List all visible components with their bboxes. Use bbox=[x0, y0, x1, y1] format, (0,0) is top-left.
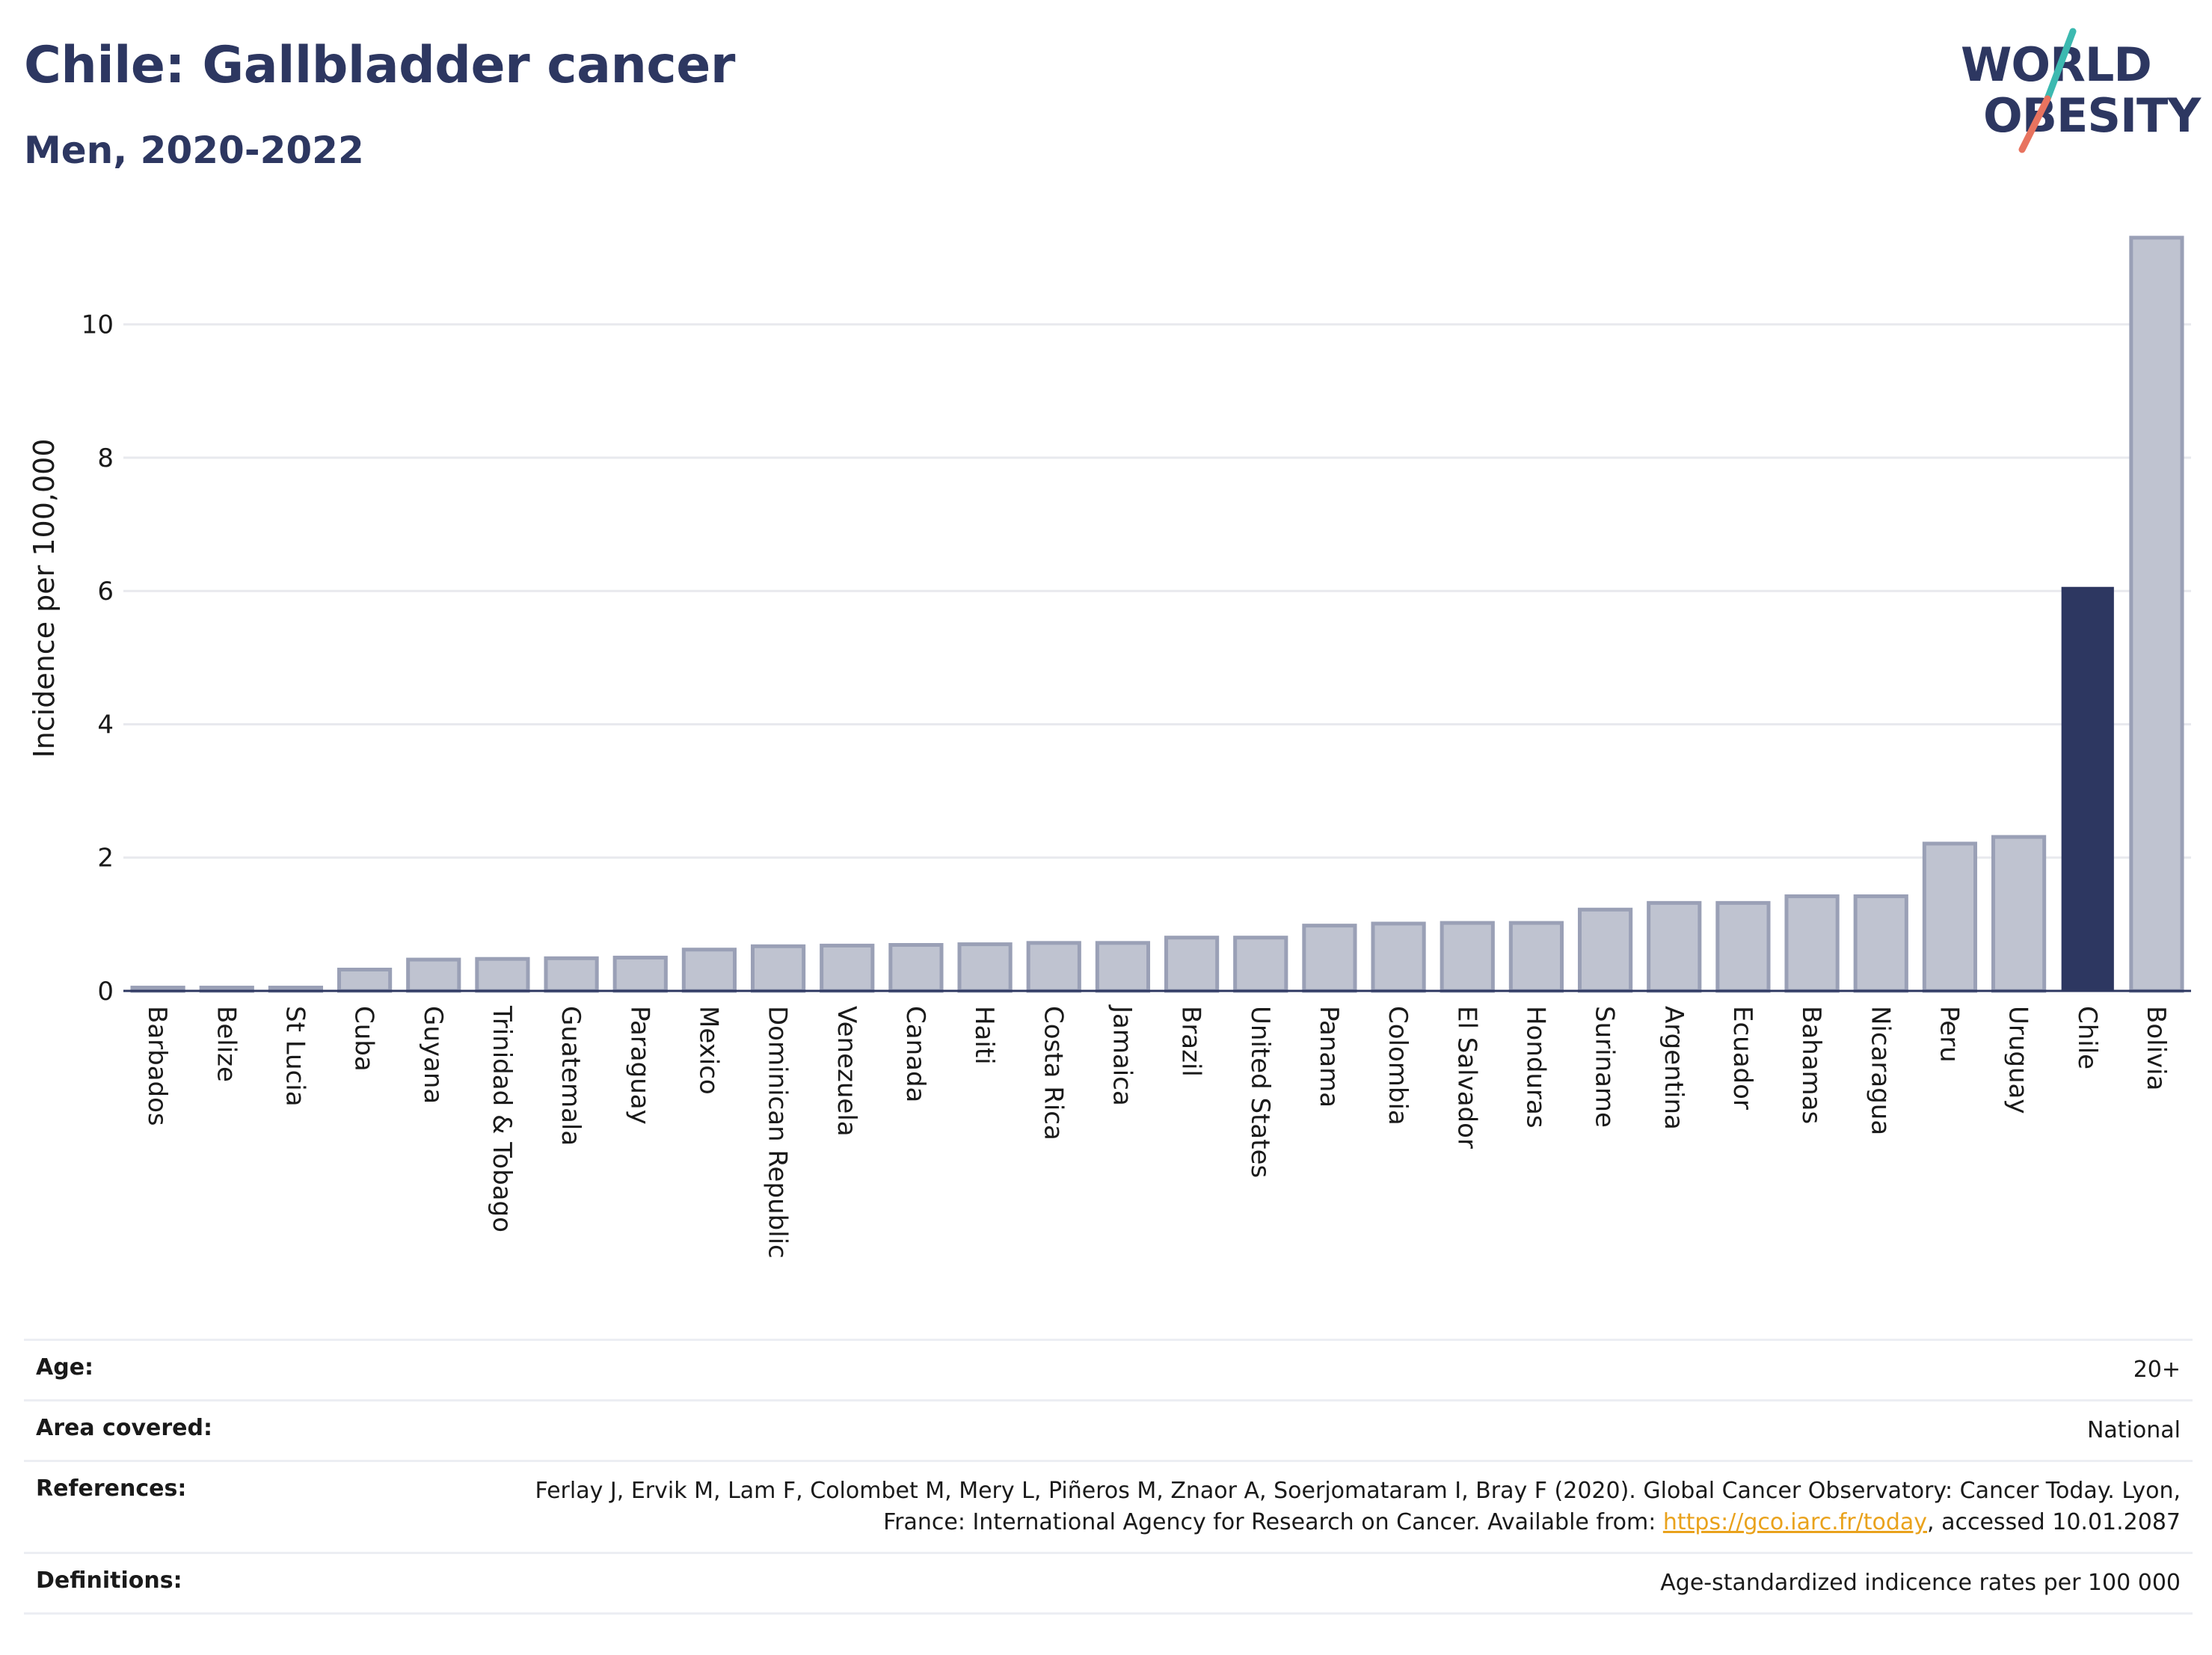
bar-dominican-republic bbox=[750, 944, 806, 993]
bar-panama bbox=[1302, 924, 1357, 993]
bar-suriname bbox=[1577, 907, 1633, 993]
bar-paraguay bbox=[612, 955, 668, 993]
x-tick-label: Mexico bbox=[693, 1006, 723, 1095]
x-tick-label: Dominican Republic bbox=[763, 1006, 793, 1259]
bar-canada bbox=[888, 943, 944, 993]
bar-united-states bbox=[1233, 936, 1288, 993]
bar-honduras bbox=[1508, 921, 1564, 993]
x-tick-label: St Lucia bbox=[280, 1006, 310, 1107]
x-tick-label: Nicaragua bbox=[1865, 1006, 1895, 1135]
x-tick-label: Chile bbox=[2072, 1006, 2102, 1069]
x-tick-label: Venezuela bbox=[832, 1006, 861, 1137]
info-label-definitions: Definitions: bbox=[24, 1552, 437, 1615]
x-tick-label: Barbados bbox=[142, 1006, 172, 1126]
x-tick-label: Paraguay bbox=[624, 1006, 654, 1125]
y-tick-label: 2 bbox=[97, 844, 114, 873]
x-tick-label: Trinidad & Tobago bbox=[487, 1005, 517, 1232]
x-tick-label: Panama bbox=[1314, 1006, 1344, 1108]
bar-venezuela bbox=[820, 943, 875, 993]
bar-mexico bbox=[681, 948, 737, 993]
x-tick-label: Guyana bbox=[418, 1006, 448, 1104]
bar-guatemala bbox=[544, 956, 599, 993]
bar-ecuador bbox=[1715, 900, 1771, 993]
x-tick-label: Brazil bbox=[1176, 1006, 1206, 1077]
x-tick-label: Guatemala bbox=[556, 1006, 586, 1146]
y-axis-label: Incidence per 100,000 bbox=[28, 438, 61, 758]
bar-peru bbox=[1922, 841, 1978, 993]
bar-jamaica bbox=[1095, 941, 1151, 993]
x-tick-label: Belize bbox=[211, 1006, 241, 1082]
y-tick-label: 10 bbox=[82, 310, 114, 340]
x-tick-label: El Salvador bbox=[1451, 1006, 1481, 1149]
info-value-area: National bbox=[437, 1399, 2193, 1461]
bar-guyana bbox=[406, 957, 461, 993]
info-row-definitions: Definitions: Age-standardized indicence … bbox=[24, 1552, 2193, 1615]
grid-lines bbox=[123, 323, 2191, 859]
bar-colombia bbox=[1371, 921, 1426, 993]
reference-text: Ferlay J, Ervik M, Lam F, Colombet M, Me… bbox=[535, 1478, 2181, 1535]
x-tick-label: Cuba bbox=[349, 1006, 379, 1072]
y-tick-label: 6 bbox=[97, 577, 114, 607]
bar-uruguay bbox=[1991, 835, 2047, 993]
y-tick-label: 0 bbox=[97, 977, 114, 1007]
info-row-references: References: Ferlay J, Ervik M, Lam F, Co… bbox=[24, 1460, 2193, 1553]
x-axis-tick-labels: Barbados Belize St Lucia Cuba Guyana Trinidad… bbox=[142, 1004, 2171, 1259]
bar-costa-rica bbox=[1026, 941, 1081, 993]
bar-nicaragua bbox=[1853, 894, 1908, 993]
bar-haiti bbox=[957, 942, 1013, 993]
reference-link[interactable]: https://gco.iarc.fr/today bbox=[1662, 1509, 1928, 1535]
bar-bolivia bbox=[2129, 236, 2184, 993]
info-label-references: References: bbox=[24, 1460, 437, 1553]
bar-trinidad-tobago bbox=[475, 957, 530, 993]
x-tick-label: Haiti bbox=[969, 1006, 999, 1065]
x-tick-label: Ecuador bbox=[1727, 1006, 1757, 1110]
x-tick-label: Honduras bbox=[1520, 1006, 1550, 1129]
info-label-area: Area covered: bbox=[24, 1399, 437, 1461]
x-tick-label: Peru bbox=[1934, 1006, 1964, 1063]
y-tick-label: 8 bbox=[97, 443, 114, 473]
x-tick-label: Bolivia bbox=[2141, 1006, 2171, 1090]
bar-argentina bbox=[1647, 900, 1702, 993]
bar-chile bbox=[2061, 586, 2114, 992]
x-tick-label: Colombia bbox=[1383, 1006, 1413, 1126]
info-label-age: Age: bbox=[24, 1339, 437, 1401]
x-tick-label: Uruguay bbox=[2003, 1006, 2033, 1114]
info-value-references: Ferlay J, Ervik M, Lam F, Colombet M, Me… bbox=[437, 1460, 2193, 1553]
chart-title: Chile: Gallbladder cancer bbox=[24, 36, 735, 95]
bar-brazil bbox=[1164, 936, 1220, 993]
x-tick-label: Argentina bbox=[1659, 1006, 1689, 1130]
y-tick-label: 4 bbox=[97, 710, 114, 740]
world-obesity-logo: WORLD OBESITY bbox=[1944, 22, 2201, 157]
bar-chart: 0 2 4 6 8 10 Barbados Belize St Lucia Cuba Guyana… bbox=[28, 236, 2191, 1259]
y-axis-ticks: 0 2 4 6 8 10 bbox=[82, 310, 114, 1007]
info-value-definitions: Age-standardized indicence rates per 100… bbox=[437, 1552, 2193, 1615]
x-tick-label: Jamaica bbox=[1107, 1004, 1137, 1106]
info-value-age: 20+ bbox=[437, 1339, 2193, 1401]
info-row-age: Age: 20+ bbox=[24, 1339, 2193, 1401]
bar-cuba bbox=[337, 967, 393, 993]
reference-accessed: , accessed 10.01.2087 bbox=[1927, 1509, 2181, 1535]
logo-text-obesity: OBESITY bbox=[1983, 88, 2201, 143]
x-tick-label: Costa Rica bbox=[1038, 1006, 1068, 1140]
bars bbox=[130, 236, 2184, 993]
bar-el-salvador bbox=[1440, 921, 1495, 993]
x-tick-label: United States bbox=[1245, 1006, 1275, 1178]
bar-bahamas bbox=[1784, 894, 1840, 993]
x-tick-label: Canada bbox=[900, 1006, 930, 1102]
x-tick-label: Bahamas bbox=[1796, 1006, 1826, 1124]
info-row-area: Area covered: National bbox=[24, 1399, 2193, 1461]
logo-slash-icon bbox=[2018, 28, 2077, 153]
chart-subtitle: Men, 2020-2022 bbox=[24, 129, 364, 172]
info-table: Age: 20+ Area covered: National Referenc… bbox=[24, 1339, 2193, 1615]
x-tick-label: Suriname bbox=[1590, 1006, 1620, 1128]
